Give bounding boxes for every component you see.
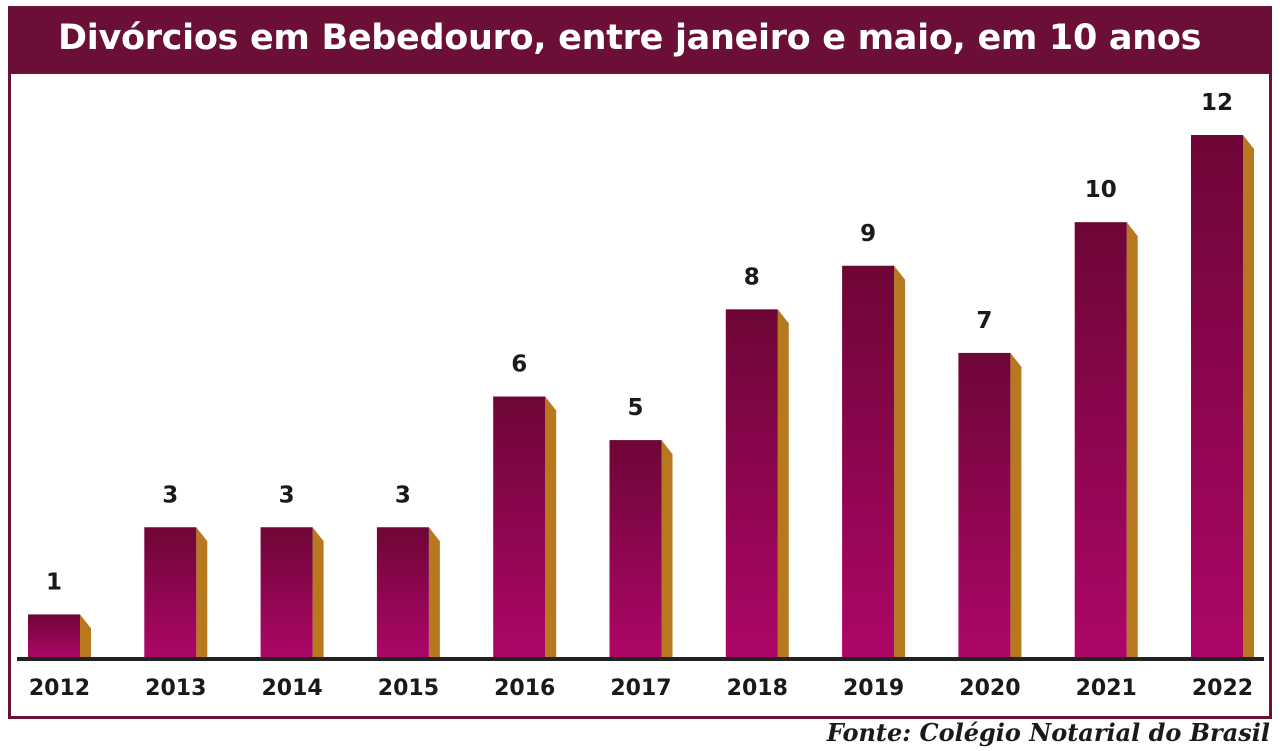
bar-side-2020 <box>1010 352 1022 658</box>
x-tick-label-2020: 2020 <box>959 676 1020 701</box>
bar-2017 <box>609 440 662 658</box>
x-tick-label-2014: 2014 <box>261 676 322 701</box>
bar-side-2013 <box>196 527 208 658</box>
bar-side-2015 <box>428 527 440 658</box>
data-label-2013: 3 <box>162 482 178 508</box>
x-tick-label-2017: 2017 <box>610 676 671 701</box>
data-label-2014: 3 <box>279 482 295 508</box>
x-tick-label-2012: 2012 <box>29 676 90 701</box>
data-label-2012: 1 <box>46 569 62 595</box>
x-tick-label-2019: 2019 <box>843 676 904 701</box>
x-tick-label-2018: 2018 <box>727 676 788 701</box>
bar-2020 <box>958 352 1011 658</box>
source-credit: Fonte: Colégio Notarial do Brasil <box>826 718 1270 747</box>
data-label-2018: 8 <box>744 264 760 290</box>
bar-side-2018 <box>777 309 789 658</box>
chart-title: Divórcios em Bebedouro, entre janeiro e … <box>58 18 1202 58</box>
bar-2018 <box>725 309 778 658</box>
x-tick-label-2016: 2016 <box>494 676 555 701</box>
data-label-2015: 3 <box>395 482 411 508</box>
bar-side-2021 <box>1126 222 1138 658</box>
bar-2019 <box>842 265 895 658</box>
bar-2014 <box>260 527 313 658</box>
data-label-2017: 5 <box>627 395 643 421</box>
bar-side-2017 <box>661 440 673 658</box>
x-axis-baseline <box>17 657 1264 661</box>
bar-side-2019 <box>894 265 906 658</box>
x-tick-label-2022: 2022 <box>1192 676 1253 701</box>
title-bar: Divórcios em Bebedouro, entre janeiro e … <box>8 6 1272 74</box>
data-label-2016: 6 <box>511 352 527 378</box>
x-tick-label-2015: 2015 <box>378 676 439 701</box>
data-label-2019: 9 <box>860 221 876 247</box>
bar-2022 <box>1191 135 1243 658</box>
bar-2015 <box>376 527 429 658</box>
bar-side-2012 <box>80 614 91 658</box>
data-label-2020: 7 <box>976 308 992 334</box>
x-tick-label-2021: 2021 <box>1076 676 1137 701</box>
bar-2013 <box>144 527 197 658</box>
bar-2012 <box>28 614 80 658</box>
data-label-2022: 12 <box>1201 90 1233 116</box>
bar-2021 <box>1074 222 1127 658</box>
bar-side-2022 <box>1243 135 1254 658</box>
x-tick-label-2013: 2013 <box>145 676 206 701</box>
bar-2016 <box>493 396 546 658</box>
bar-side-2016 <box>545 396 557 658</box>
data-label-2021: 10 <box>1085 177 1117 203</box>
bar-side-2014 <box>312 527 324 658</box>
